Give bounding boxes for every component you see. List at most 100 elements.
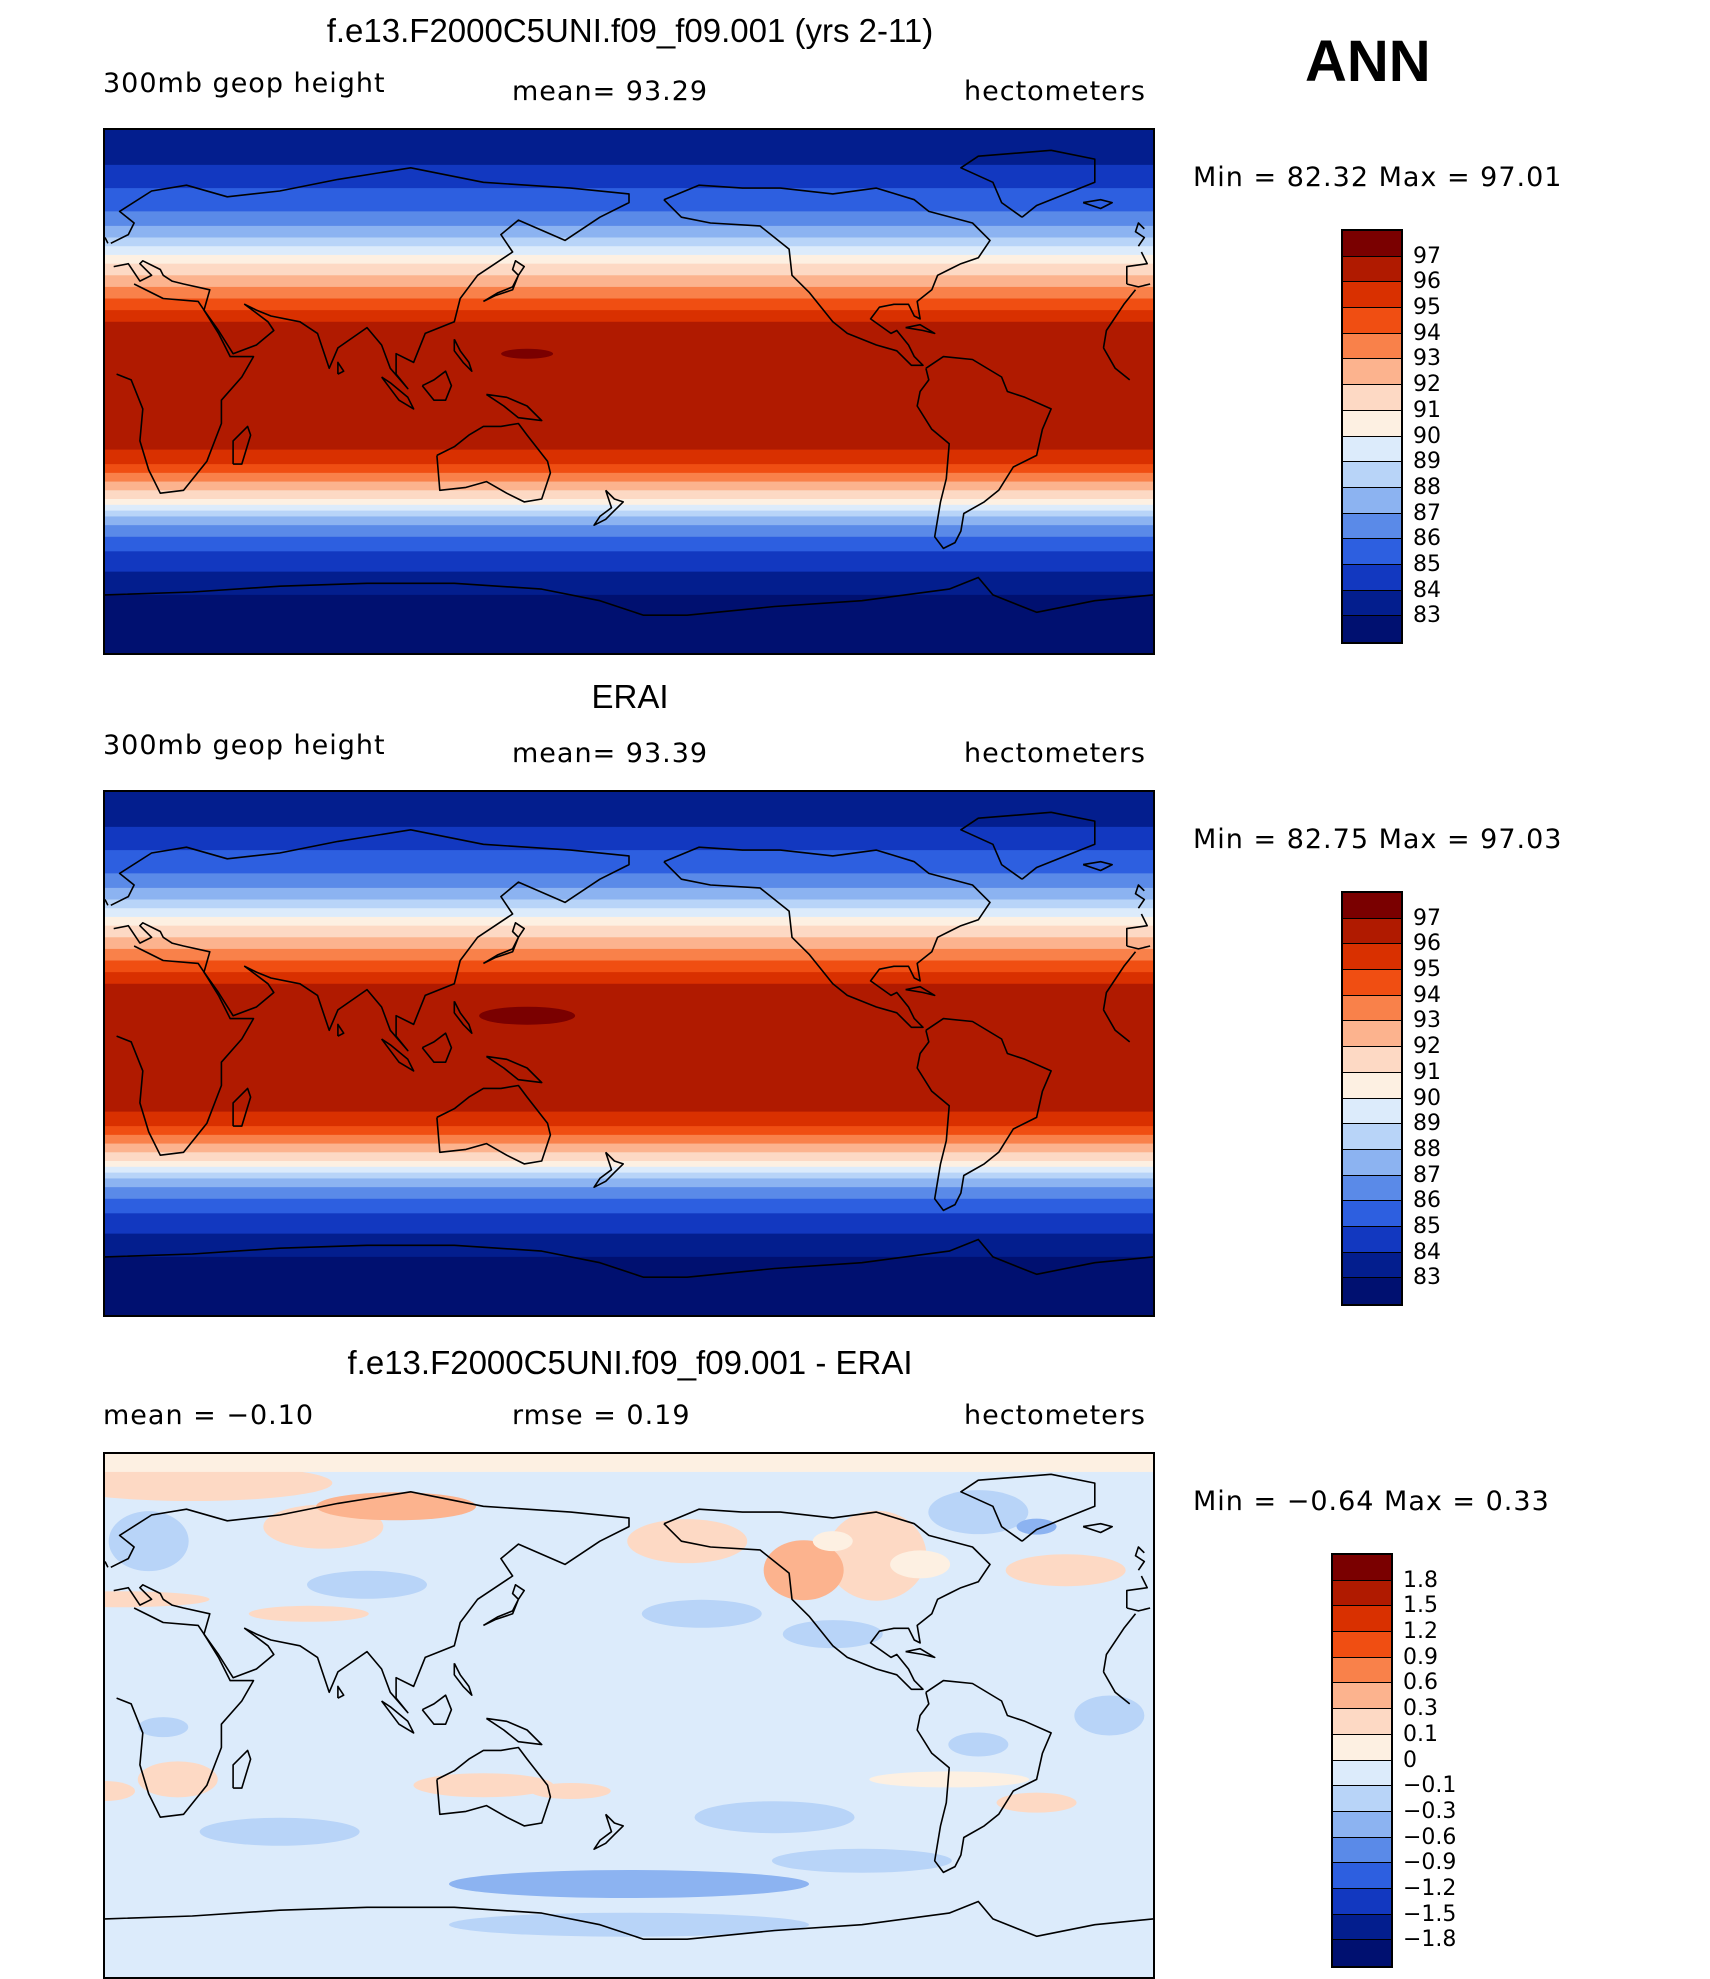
variable-label: 300mb geop height [103,730,386,761]
colorbar-swatch [1333,1837,1391,1864]
colorbar-tick-label: −0.3 [1403,1798,1457,1824]
colorbar-tick-label: 91 [1413,397,1441,423]
colorbar-swatch [1343,1098,1401,1125]
colorbar-tick-label: 95 [1413,295,1441,321]
colorbar-swatch [1343,970,1401,996]
colorbar-tick-label: 92 [1413,372,1441,398]
panel-title: f.e13.F2000C5UNI.f09_f09.001 (yrs 2-11) [326,12,934,49]
colorbar-swatch [1333,1760,1391,1787]
colorbar-tick-label: 94 [1413,982,1441,1008]
colorbar-tick-label: 84 [1413,1239,1441,1265]
colorbar-tick-label: 96 [1413,931,1441,957]
colorbar-tick-label: 1.2 [1403,1619,1438,1645]
colorbar-tick-label: 0.1 [1403,1721,1438,1747]
panel-title: ERAI [591,678,669,715]
colorbar-swatch [1343,308,1401,334]
contour-map-model [105,130,1153,653]
max-center [501,348,554,359]
colorbar-tick-label: 96 [1413,269,1441,295]
colorbar-tick-label: 0.6 [1403,1670,1438,1696]
colorbar-swatch [1343,513,1401,540]
colorbar-swatch [1343,995,1401,1022]
colorbar-tick-label: 97 [1413,905,1441,931]
coastlines [105,149,1153,616]
colorbar-tick-label: 94 [1413,320,1441,346]
colorbar-swatch [1343,564,1401,591]
colorbar-swatch [1333,1940,1391,1966]
colorbar-tick-label: 86 [1413,1188,1441,1214]
colorbar-swatch [1343,1149,1401,1176]
colorbar-swatch [1343,462,1401,488]
colorbar-tick-label: 87 [1413,500,1441,526]
colorbar-swatch [1333,1811,1391,1838]
colorbar-swatch [1343,436,1401,463]
colorbar-swatch [1333,1888,1391,1915]
colorbar-tick-label: −0.9 [1403,1850,1457,1876]
panel-title: f.e13.F2000C5UNI.f09_f09.001 - ERAI [347,1344,913,1381]
colorbar-tick-label: 91 [1413,1059,1441,1085]
colorbar-swatch [1343,487,1401,514]
colorbar-tick-label: 0.9 [1403,1644,1438,1670]
colorbar-tick-label: 84 [1413,577,1441,603]
units-label: hectometers [964,76,1146,107]
colorbar-tick-label: 88 [1413,474,1441,500]
colorbar-swatch [1343,616,1401,642]
colorbar-tick-label: −1.8 [1403,1927,1457,1953]
mean-label: mean = −0.10 [103,1400,315,1431]
variable-label: 300mb geop height [103,68,386,99]
colorbar-tick-label: 90 [1413,1085,1441,1111]
colorbar-tick-label: 93 [1413,1008,1441,1034]
colorbar-swatch [1333,1734,1391,1761]
mean-label: mean= 93.29 [512,76,709,107]
colorbar-swatch [1333,1580,1391,1607]
colorbar-swatch [1333,1632,1391,1658]
colorbar-tick-label: 1.8 [1403,1567,1438,1593]
colorbar-swatch [1343,1021,1401,1048]
map-model [103,128,1155,655]
colorbar-swatch [1343,918,1401,945]
colorbar-tick-label: 87 [1413,1162,1441,1188]
colorbar-swatch [1343,590,1401,617]
colorbar-swatch [1343,1226,1401,1253]
colorbar-tick-label: 86 [1413,526,1441,552]
contour-map-obs [105,792,1153,1315]
colorbar-tick-label: 83 [1413,1265,1441,1291]
colorbar-model [1341,229,1403,644]
colorbar-swatch [1343,893,1401,919]
colorbar-tick-label: 92 [1413,1034,1441,1060]
minmax-label: Min = −0.64 Max = 0.33 [1193,1486,1550,1517]
contour-map-diff [105,1454,1153,1977]
season-label: ANN [1305,29,1431,94]
colorbar-tick-label: −1.5 [1403,1901,1457,1927]
colorbar-swatch [1343,539,1401,565]
colorbar-swatch [1333,1657,1391,1684]
colorbar-swatch [1343,944,1401,971]
coastlines [105,1473,1153,1940]
minmax-label: Min = 82.75 Max = 97.03 [1193,824,1563,855]
units-label: hectometers [964,738,1146,769]
colorbar-swatch [1343,385,1401,411]
colorbar-swatch [1343,333,1401,360]
colorbar-tick-label: 0 [1403,1747,1417,1773]
colorbar-tick-label: 85 [1413,551,1441,577]
colorbar-swatch [1343,282,1401,309]
colorbar-tick-label: 95 [1413,957,1441,983]
colorbar-swatch [1343,1124,1401,1150]
colorbar-swatch [1343,1201,1401,1227]
colorbar-tick-label: −1.2 [1403,1875,1457,1901]
colorbar-tick-label: −0.6 [1403,1824,1457,1850]
colorbar-swatch [1343,1278,1401,1304]
colorbar-tick-label: 97 [1413,243,1441,269]
colorbar-swatch [1343,410,1401,437]
colorbar-swatch [1333,1683,1391,1710]
colorbar-tick-label: −0.1 [1403,1773,1457,1799]
colorbar-tick-label: 93 [1413,346,1441,372]
colorbar-tick-label: 0.3 [1403,1696,1438,1722]
colorbar-swatch [1333,1786,1391,1812]
colorbar-swatch [1343,1252,1401,1279]
colorbar-tick-label: 85 [1413,1213,1441,1239]
rmse-label: rmse = 0.19 [512,1400,691,1431]
max-center [479,1006,576,1025]
colorbar-tick-label: 89 [1413,449,1441,475]
colorbar-tick-label: 88 [1413,1136,1441,1162]
